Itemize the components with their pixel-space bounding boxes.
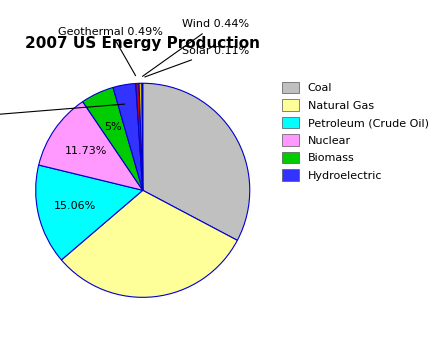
Wedge shape [139,83,143,190]
Wedge shape [143,83,250,240]
Text: Geothermal 0.49%: Geothermal 0.49% [58,27,163,76]
Wedge shape [62,190,237,297]
Text: 15.06%: 15.06% [54,201,96,211]
Wedge shape [142,83,143,190]
Text: 3.43%: 3.43% [0,104,125,122]
Wedge shape [136,83,143,190]
Wedge shape [36,165,143,260]
Text: Wind 0.44%: Wind 0.44% [143,19,249,76]
Legend: Coal, Natural Gas, Petroleum (Crude Oil), Nuclear, Biomass, Hydroelectric: Coal, Natural Gas, Petroleum (Crude Oil)… [282,82,429,181]
Text: Solar 0.11%: Solar 0.11% [145,46,249,77]
Title: 2007 US Energy Production: 2007 US Energy Production [25,36,260,51]
Wedge shape [39,102,143,190]
Wedge shape [113,83,143,190]
Text: 5%: 5% [104,122,122,132]
Wedge shape [83,88,143,190]
Text: 11.73%: 11.73% [64,146,107,156]
